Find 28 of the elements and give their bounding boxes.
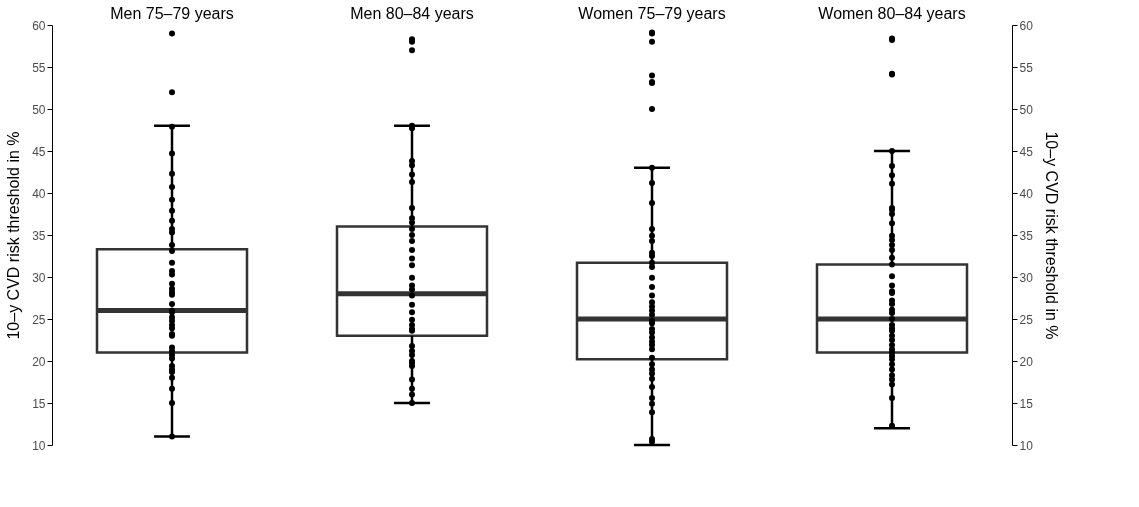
y-tick-label: 20 (32, 354, 46, 369)
y2-tick-label: 10 (1019, 438, 1034, 453)
y2-tick-label: 40 (1019, 186, 1034, 201)
y-tick-label: 55 (32, 60, 46, 75)
x-tick-label: Men 80–84 years (350, 4, 474, 22)
y2-tick-label: 50 (1019, 102, 1034, 117)
y2-tick-label: 60 (1019, 18, 1034, 33)
x-tick-label: Men 75–79 years (110, 4, 234, 22)
y2-axis-title: 10–y CVD risk threshold in % (1042, 131, 1060, 340)
y-tick-label: 15 (32, 396, 46, 411)
y-tick-label: 25 (32, 312, 46, 327)
y-tick-label: 60 (32, 18, 46, 33)
y-axis-title: 10–y CVD risk threshold in % (5, 131, 23, 340)
y2-tick-label: 20 (1019, 354, 1034, 369)
y-tick-label: 45 (32, 144, 46, 159)
y2-tick-label: 15 (1019, 396, 1034, 411)
y2-tick-label: 45 (1019, 144, 1034, 159)
y2-tick-label: 35 (1019, 228, 1034, 243)
x-tick-label: Women 80–84 years (818, 4, 966, 22)
y-tick-label: 30 (32, 270, 46, 285)
y-tick-label: 40 (32, 186, 46, 201)
y-tick-label: 50 (32, 102, 46, 117)
y-tick-label: 10 (32, 438, 46, 453)
y2-tick-label: 55 (1019, 60, 1034, 75)
y-tick-label: 35 (32, 228, 46, 243)
x-tick-label: Women 75–79 years (578, 4, 726, 22)
y2-tick-label: 30 (1019, 270, 1034, 285)
y2-tick-label: 25 (1019, 312, 1034, 327)
